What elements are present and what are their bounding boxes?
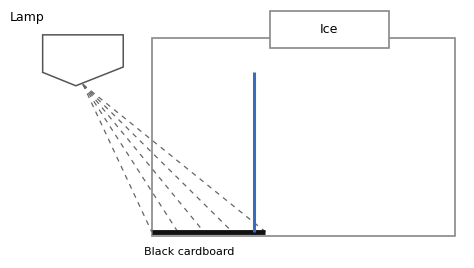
Polygon shape [43,35,123,86]
Text: Ice: Ice [320,23,338,36]
Text: Black cardboard: Black cardboard [145,247,235,257]
Bar [152,38,455,236]
Bar [270,11,389,48]
Text: Lamp: Lamp [9,11,44,24]
